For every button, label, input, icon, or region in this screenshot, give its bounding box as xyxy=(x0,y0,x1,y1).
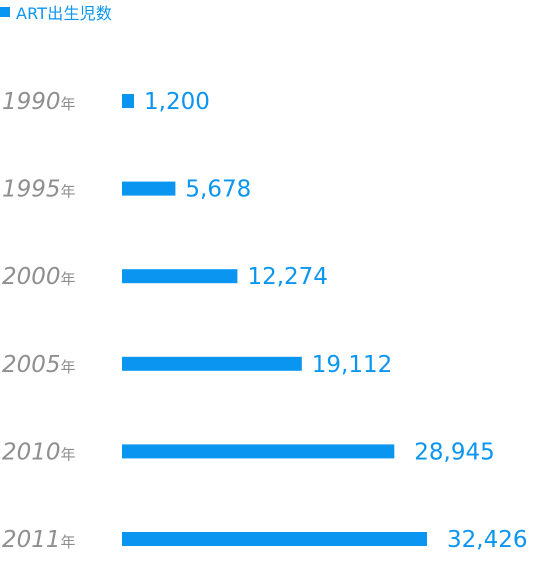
category-label-2010: 2010年 xyxy=(2,439,76,465)
year-suffix: 年 xyxy=(61,95,76,113)
year-number: 1995 xyxy=(2,177,61,203)
bar-2005 xyxy=(122,356,302,371)
value-label-1995: 5,678 xyxy=(185,177,251,203)
year-number: 2010 xyxy=(2,439,61,465)
legend-swatch xyxy=(0,7,10,17)
chart-legend: ART出生児数 xyxy=(0,1,112,23)
bar-1990 xyxy=(122,94,134,108)
year-suffix: 年 xyxy=(61,358,76,376)
bar-1995 xyxy=(122,181,176,196)
bar-2010 xyxy=(122,444,395,459)
year-suffix: 年 xyxy=(61,533,76,551)
value-label-2000: 12,274 xyxy=(247,264,327,290)
year-suffix: 年 xyxy=(61,183,76,201)
value-label-2005: 19,112 xyxy=(312,352,392,378)
value-label-1990: 1,200 xyxy=(144,89,210,115)
value-label-2011: 32,426 xyxy=(447,527,527,553)
year-suffix: 年 xyxy=(61,445,76,463)
legend-label: ART出生児数 xyxy=(16,4,113,23)
value-label-2010: 28,945 xyxy=(414,439,494,465)
year-number: 2005 xyxy=(2,352,61,378)
year-number: 2000 xyxy=(2,264,61,290)
category-label-2011: 2011年 xyxy=(2,527,76,553)
category-label-1990: 1990年 xyxy=(2,89,76,115)
bar-2000 xyxy=(122,269,238,284)
category-label-2000: 2000年 xyxy=(2,264,76,290)
year-number: 2011 xyxy=(2,527,61,553)
category-label-1995: 1995年 xyxy=(2,177,76,203)
bar-2011 xyxy=(122,532,427,546)
category-label-2005: 2005年 xyxy=(2,352,76,378)
year-number: 1990 xyxy=(2,89,61,115)
year-suffix: 年 xyxy=(61,270,76,288)
